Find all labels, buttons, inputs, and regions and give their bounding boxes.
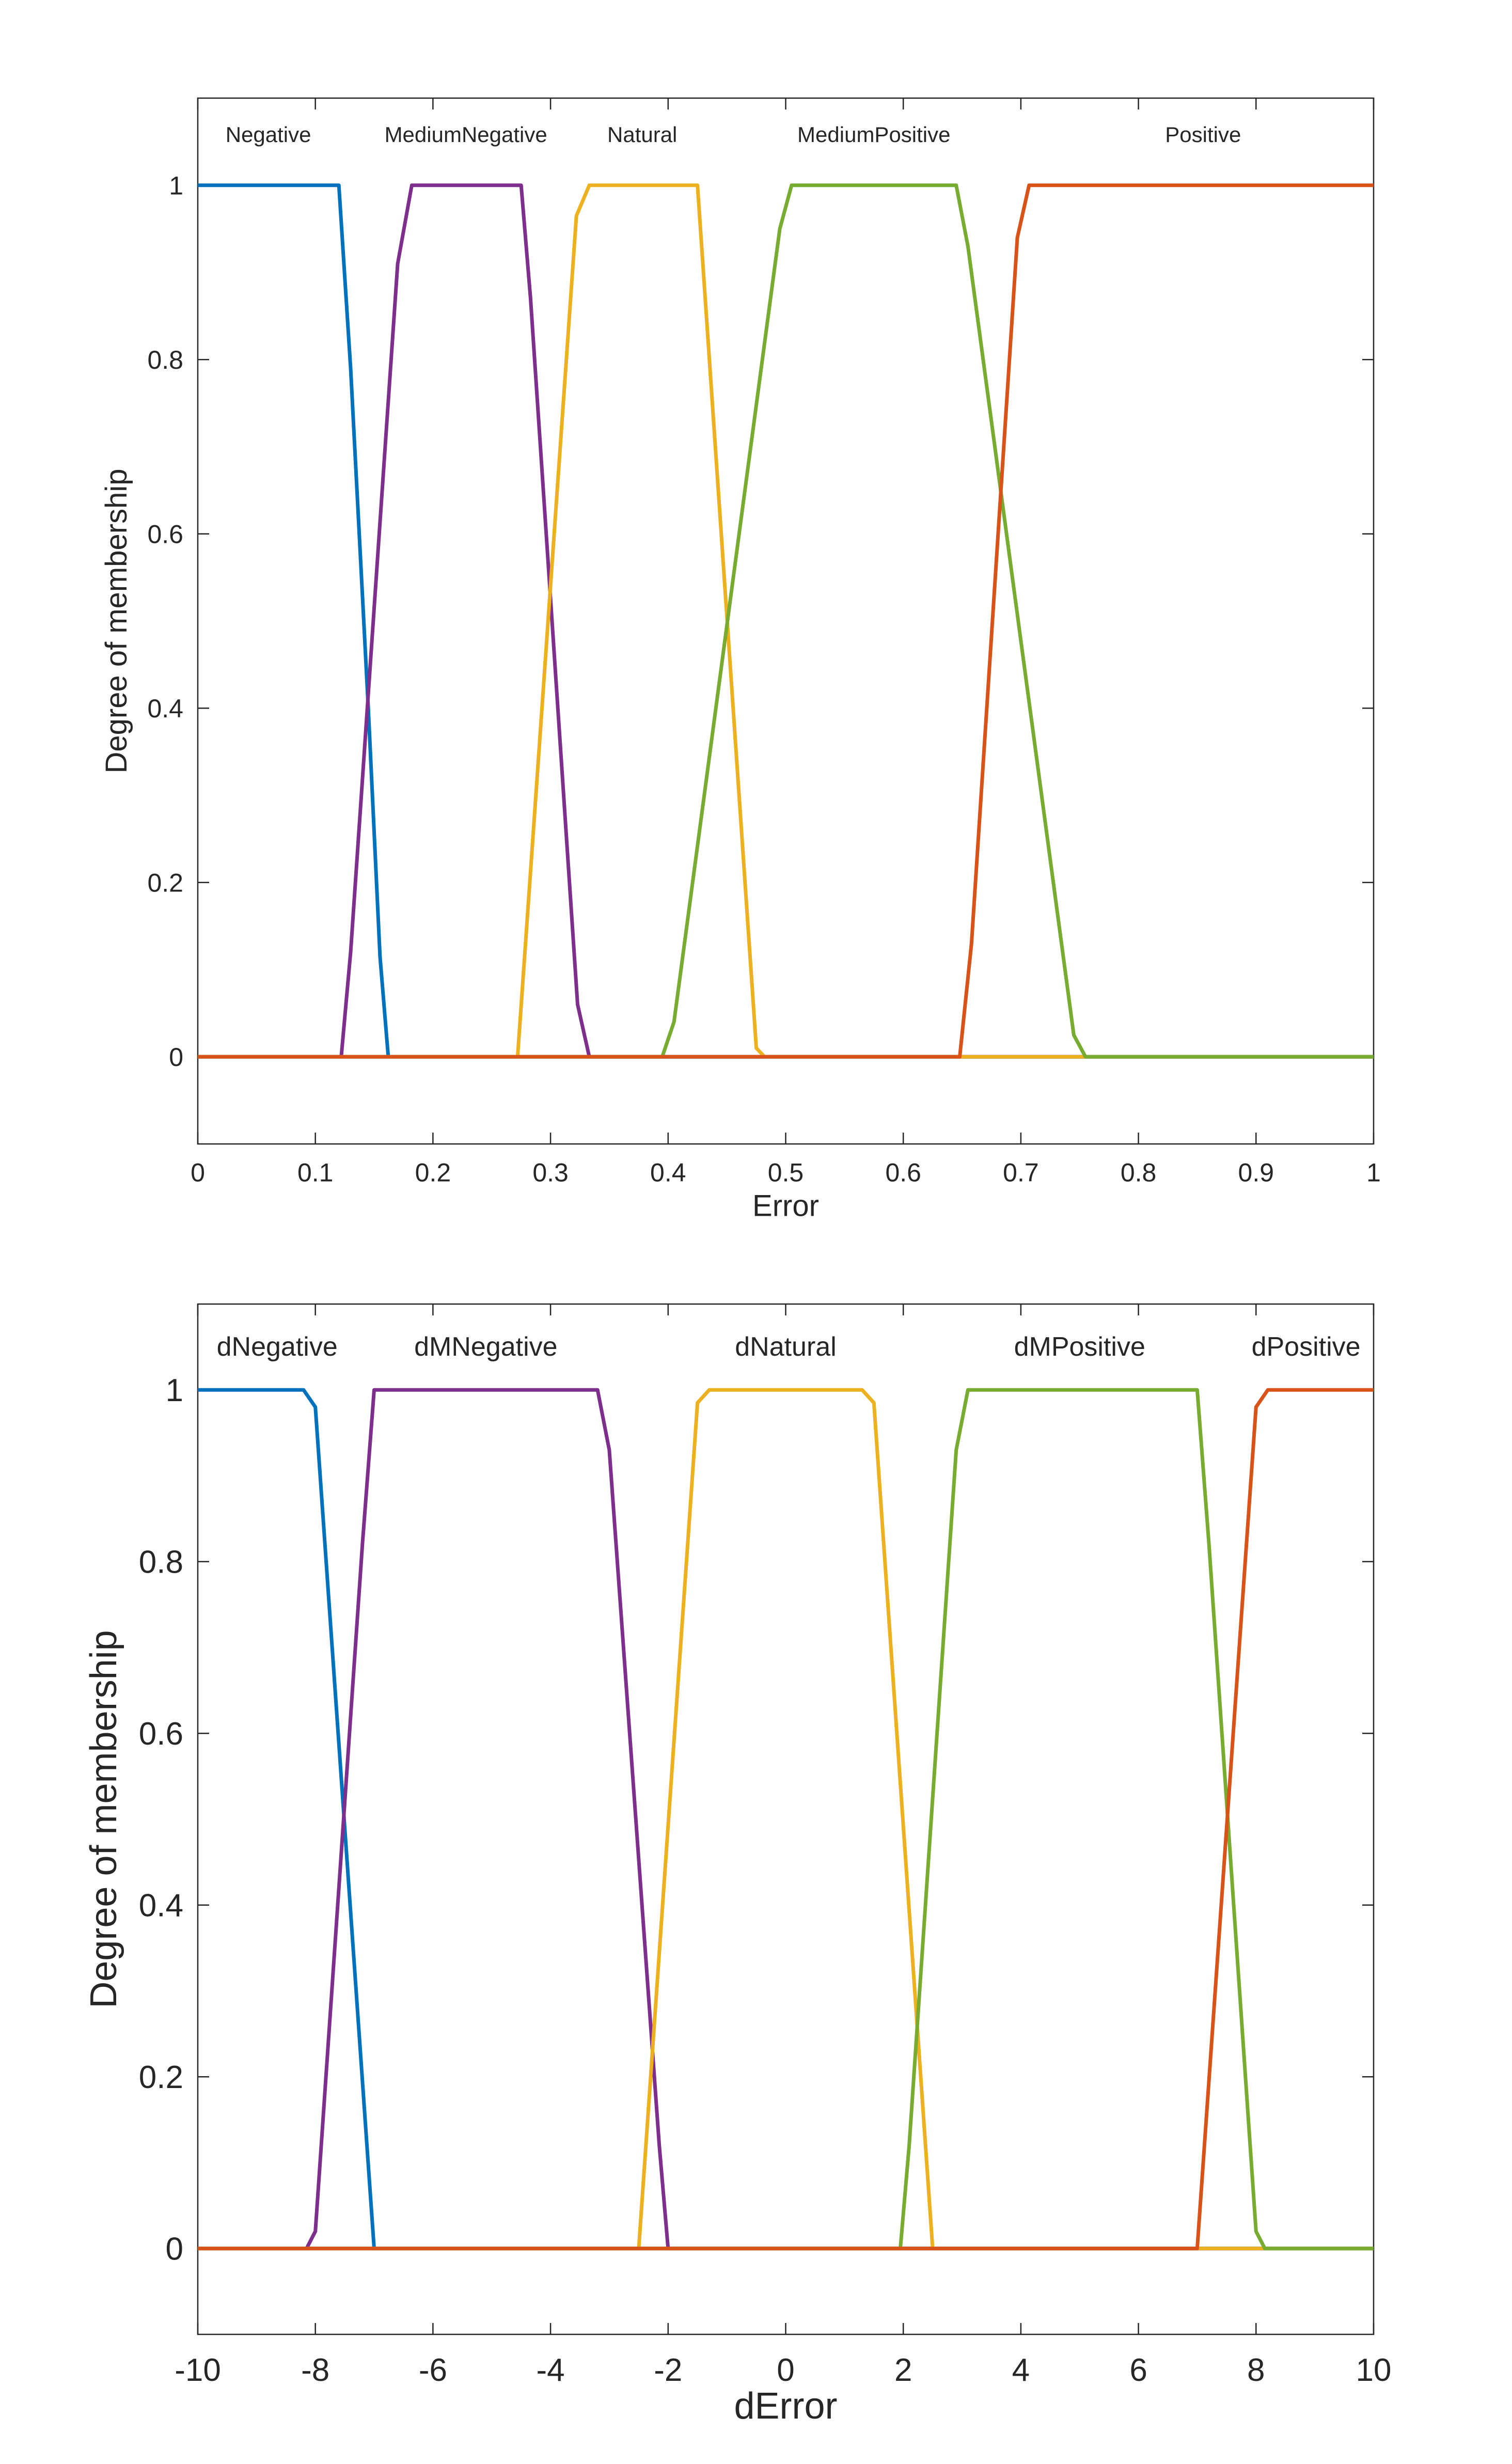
x-tick-label: 4 — [1012, 2352, 1030, 2388]
x-axis-label: dError — [734, 2385, 837, 2427]
x-tick-label: 0 — [191, 1158, 205, 1187]
x-tick-label: 8 — [1247, 2352, 1265, 2388]
derror-membership-plot: -10 -8 -6 -4 -2 0 2 4 6 8 10 0 0.2 0.4 0.6 0.8 1 dError De… — [83, 1303, 1392, 2427]
y-tick-label: 1 — [169, 171, 183, 200]
series-line-mediumnegative — [198, 183, 1374, 1059]
x-tick-label: 10 — [1356, 2352, 1392, 2388]
y-tick-label: 0.2 — [147, 868, 183, 897]
x-tick-label: -6 — [419, 2352, 447, 2388]
y-tick-label: 0 — [166, 2231, 183, 2267]
y-tick-label: 0 — [169, 1043, 183, 1072]
error-membership-plot: 0 0.1 0.2 0.3 0.4 0.5 0.6 0.7 0.8 0.9 1 0 0.2 0.4 0.6 0… — [100, 97, 1381, 1223]
y-tick-label: 0.4 — [139, 1888, 183, 1923]
series-line-dmpositive — [198, 1388, 1374, 2251]
series-label: dMNegative — [414, 1332, 557, 1362]
series-label: MediumNegative — [385, 122, 547, 147]
x-tick-label: 0 — [777, 2352, 794, 2388]
series-label: dPositive — [1252, 1332, 1361, 1362]
axes-box — [197, 97, 1375, 1145]
y-tick-label: 0.2 — [139, 2060, 183, 2095]
y-tick-label: 0.8 — [147, 346, 183, 374]
y-tick-label: 0.4 — [147, 694, 183, 723]
series-line-dnatural — [198, 1388, 1374, 2251]
series-label: MediumPositive — [797, 122, 950, 147]
y-axis-label: Degree of membership — [100, 469, 133, 774]
x-tick-label: 0.4 — [650, 1158, 686, 1187]
series-line-dmnegative — [198, 1388, 1374, 2251]
series-line-dpositive — [198, 1388, 1374, 2251]
x-tick-label: 1 — [1366, 1158, 1381, 1187]
y-tick-label: 0.6 — [139, 1716, 183, 1752]
x-tick-label: 0.1 — [297, 1158, 334, 1187]
series-label: dNatural — [735, 1332, 837, 1362]
x-tick-label: -2 — [654, 2352, 682, 2388]
x-tick-label: 0.6 — [885, 1158, 921, 1187]
x-tick-label: -8 — [301, 2352, 329, 2388]
y-tick-label: 1 — [166, 1373, 183, 1408]
x-tick-label: 0.7 — [1003, 1158, 1039, 1187]
series-line-positive — [198, 183, 1374, 1059]
series-label: dMPositive — [1014, 1332, 1145, 1362]
x-tick-label: 2 — [894, 2352, 912, 2388]
series-label: dNegative — [217, 1332, 338, 1362]
x-tick-label: -4 — [537, 2352, 565, 2388]
series-label: Negative — [226, 122, 311, 147]
y-tick-label: 0.8 — [139, 1544, 183, 1580]
x-tick-label: 6 — [1129, 2352, 1147, 2388]
series-label: Natural — [607, 122, 677, 147]
x-tick-label: -10 — [175, 2352, 221, 2388]
axes-box — [197, 1303, 1375, 2335]
x-tick-label: 0.3 — [532, 1158, 569, 1187]
x-tick-label: 0.2 — [415, 1158, 451, 1187]
y-tick-label: 0.6 — [147, 520, 183, 548]
x-tick-label: 0.9 — [1238, 1158, 1274, 1187]
x-axis-label: Error — [752, 1189, 819, 1223]
series-line-mediumpositive — [198, 183, 1374, 1059]
series-label: Positive — [1165, 122, 1241, 147]
x-tick-label: 0.8 — [1121, 1158, 1157, 1187]
y-axis-label: Degree of membership — [83, 1630, 124, 2008]
x-tick-label: 0.5 — [768, 1158, 804, 1187]
